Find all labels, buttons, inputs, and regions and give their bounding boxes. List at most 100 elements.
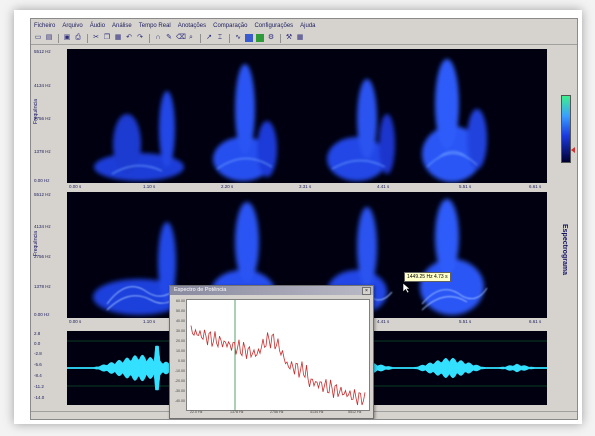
copy-icon[interactable]: ❐: [103, 34, 111, 42]
ytick: 5512 Hz: [34, 49, 51, 54]
open-icon[interactable]: ▤: [45, 34, 53, 42]
play-icon[interactable]: ↗: [205, 34, 213, 42]
xtick: 5.51 s: [459, 184, 471, 189]
green-panel-icon[interactable]: [256, 34, 264, 42]
xtick: 2756 Hz: [270, 410, 283, 414]
toolbar-separator: [149, 34, 150, 43]
power-spectrum-yaxis: 60.00 50.00 40.00 30.00 20.00 10.00 0.00…: [170, 299, 186, 409]
menu-comparacao[interactable]: Comparação: [213, 23, 247, 29]
toolbar-separator: [280, 34, 281, 43]
power-spectrum-title[interactable]: Espectro de Potência: [170, 286, 373, 295]
xtick: 6.61 s: [529, 319, 541, 324]
top-spectrogram-xaxis: 0.00 s 1.10 s 2.20 s 3.31 s 4.41 s 5.51 …: [67, 183, 547, 192]
ytick: 0.0: [34, 341, 40, 346]
wave-icon[interactable]: ∿: [234, 34, 242, 42]
grid-icon[interactable]: ▦: [296, 34, 304, 42]
paste-icon[interactable]: ▦: [114, 34, 122, 42]
power-spectrum-xaxis: 22.0 Hz 1378 Hz 2756 Hz 4134 Hz 5512 Hz: [186, 409, 368, 417]
ytick: 10.00: [176, 349, 185, 353]
top-spectrogram-ylabel: Frequência: [33, 99, 39, 124]
ytick: 4134 Hz: [34, 224, 51, 229]
ytick: 50.00: [176, 309, 185, 313]
xtick: 1378 Hz: [230, 410, 243, 414]
ytick: 40.00: [176, 319, 185, 323]
print-icon[interactable]: ⎙: [74, 34, 82, 42]
toolbar: ▭ ▤ ▣ ⎙ ✂ ❐ ▦ ↶ ↷ ∩ ✎ ⌫ ⌕ ↗ ⌶ ∿ ⚙ ⚒ ▦: [31, 32, 577, 45]
undo-icon[interactable]: ↶: [125, 34, 133, 42]
waveform-yaxis: 2.8 0.0 -2.8 -5.6 -8.4 -11.2 -14.0: [31, 331, 67, 405]
bottom-spectrogram-ylabel: Frequência: [33, 231, 39, 256]
menu-ajuda[interactable]: Ajuda: [300, 23, 315, 29]
intensity-colorbar: [561, 95, 571, 163]
ytick: 30.00: [176, 329, 185, 333]
menu-configuracoes[interactable]: Configurações: [254, 23, 293, 29]
loop-icon[interactable]: ∩: [154, 34, 162, 42]
ytick: 0.00 Hz: [34, 312, 50, 317]
power-spectrum-window[interactable]: Espectro de Potência × 60.00 50.00 40.00…: [169, 285, 374, 419]
cursor-tooltip: 1449.25 Hz 4.73 s: [404, 272, 451, 282]
menu-anotacoes[interactable]: Anotações: [178, 23, 206, 29]
power-spectrum-svg: [187, 300, 369, 410]
power-spectrum-plot[interactable]: [186, 299, 370, 411]
colorbar-marker-icon[interactable]: [571, 147, 575, 153]
new-icon[interactable]: ▭: [34, 34, 42, 42]
application-window: Ficheiro Arquivo Áudio Análise Tempo Rea…: [30, 18, 578, 420]
ytick: 4134 Hz: [34, 83, 51, 88]
ytick: 5512 Hz: [34, 192, 51, 197]
ytick: 0.00: [178, 359, 185, 363]
ytick: 0.00 Hz: [34, 178, 50, 183]
ytick: -30.00: [175, 389, 185, 393]
ytick: -5.6: [34, 362, 42, 367]
cut-icon[interactable]: ✂: [92, 34, 100, 42]
menu-arquivo[interactable]: Arquivo: [62, 23, 82, 29]
ytick: 60.00: [176, 299, 185, 303]
toolbar-separator: [87, 34, 88, 43]
close-icon[interactable]: ×: [362, 287, 371, 295]
toolbar-separator: [58, 34, 59, 43]
xtick: 5512 Hz: [348, 410, 361, 414]
toolbar-separator: [200, 34, 201, 43]
xtick: 1.10 s: [143, 319, 155, 324]
ytick: -20.00: [175, 379, 185, 383]
tools-icon[interactable]: ⚒: [285, 34, 293, 42]
power-spectrum-curve: [191, 326, 365, 405]
menu-ficheiro[interactable]: Ficheiro: [34, 23, 55, 29]
ytick: -11.2: [34, 384, 44, 389]
blue-panel-icon[interactable]: [245, 34, 253, 42]
xtick: 5.51 s: [459, 319, 471, 324]
xtick: 4.41 s: [377, 184, 389, 189]
xtick: 2.20 s: [221, 184, 233, 189]
menu-audio[interactable]: Áudio: [90, 23, 105, 29]
ytick: 2.8: [34, 331, 40, 336]
ytick: -2.8: [34, 351, 42, 356]
xtick: 22.0 Hz: [190, 410, 202, 414]
spectrogram-side-label: Espectrograma: [561, 224, 568, 275]
cursor-icon[interactable]: ⌶: [216, 34, 224, 42]
ytick: 20.00: [176, 339, 185, 343]
ytick: -10.00: [175, 369, 185, 373]
xtick: 3.31 s: [299, 184, 311, 189]
ytick: -40.00: [175, 399, 185, 403]
eraser-icon[interactable]: ⌫: [176, 34, 184, 42]
menu-bar: Ficheiro Arquivo Áudio Análise Tempo Rea…: [31, 19, 577, 32]
xtick: 6.61 s: [529, 184, 541, 189]
xtick: 0.00 s: [69, 319, 81, 324]
xtick: 1.10 s: [143, 184, 155, 189]
toolbar-separator: [229, 34, 230, 43]
ytick: 1378 Hz: [34, 149, 51, 154]
mouse-pointer-icon: [403, 283, 411, 293]
save-icon[interactable]: ▣: [63, 34, 71, 42]
redo-icon[interactable]: ↷: [136, 34, 144, 42]
pen-icon[interactable]: ✎: [165, 34, 173, 42]
ytick: -8.4: [34, 373, 42, 378]
xtick: 0.00 s: [69, 184, 81, 189]
xtick: 4.41 s: [377, 319, 389, 324]
top-spectrogram[interactable]: [67, 49, 547, 183]
zoom-icon[interactable]: ⌕: [187, 34, 195, 42]
xtick: 4134 Hz: [310, 410, 323, 414]
menu-analise[interactable]: Análise: [112, 23, 132, 29]
ytick: -14.0: [34, 395, 44, 400]
settings-icon[interactable]: ⚙: [267, 34, 275, 42]
menu-tempo-real[interactable]: Tempo Real: [139, 23, 171, 29]
top-spectrogram-image: [67, 49, 547, 183]
